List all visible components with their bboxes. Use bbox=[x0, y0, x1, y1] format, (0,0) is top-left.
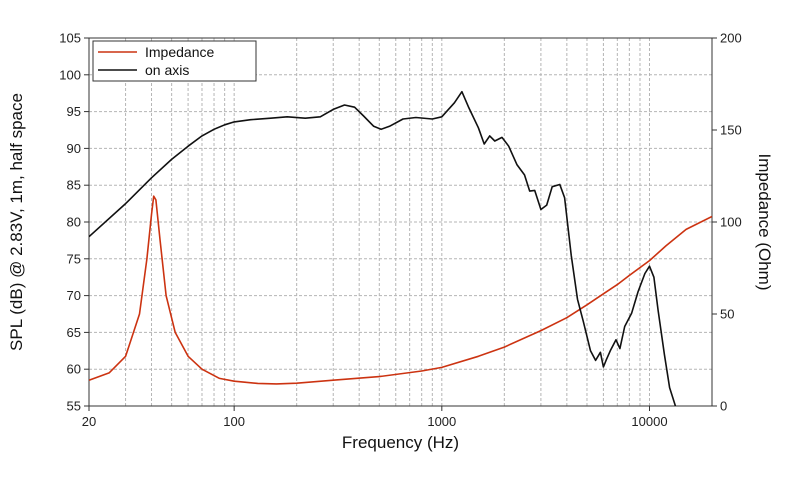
y2-tick-label: 0 bbox=[720, 399, 727, 414]
y-tick-label: 75 bbox=[67, 251, 81, 266]
y-tick-label: 80 bbox=[67, 215, 81, 230]
y-tick-label: 60 bbox=[67, 362, 81, 377]
y2-tick-label: 100 bbox=[720, 215, 742, 230]
y-tick-label: 55 bbox=[67, 399, 81, 414]
y-tick-label: 70 bbox=[67, 288, 81, 303]
legend-label-on-axis: on axis bbox=[145, 62, 189, 78]
y-tick-label: 85 bbox=[67, 178, 81, 193]
y2-tick-label: 150 bbox=[720, 123, 742, 138]
y-tick-label: 105 bbox=[59, 31, 81, 46]
series-line-1 bbox=[89, 90, 677, 406]
y2-axis-title: Impedance (Ohm) bbox=[755, 154, 774, 291]
legend-label-impedance: Impedance bbox=[145, 44, 214, 60]
x-tick-label: 20 bbox=[82, 414, 96, 429]
y-tick-label: 95 bbox=[67, 104, 81, 119]
y2-tick-label: 50 bbox=[720, 307, 734, 322]
x-tick-label: 1000 bbox=[427, 414, 456, 429]
x-tick-label: 10000 bbox=[631, 414, 667, 429]
axis-ticks: 20 100 1000 10000 55 60 65 70 75 80 85 90 95 100 105 0 5… bbox=[59, 31, 741, 430]
series-layer bbox=[89, 90, 712, 406]
legend: Impedance on axis bbox=[92, 40, 257, 82]
y-axis-title: SPL (dB) @ 2.83V, 1m, half space bbox=[7, 93, 26, 351]
series-line-0 bbox=[89, 195, 712, 385]
x-axis-title: Frequency (Hz) bbox=[342, 433, 459, 452]
y-tick-label: 90 bbox=[67, 141, 81, 156]
y-tick-label: 65 bbox=[67, 325, 81, 340]
y-tick-label: 100 bbox=[59, 67, 81, 82]
y2-tick-label: 200 bbox=[720, 31, 742, 46]
legend-box bbox=[92, 40, 257, 82]
x-tick-label: 100 bbox=[223, 414, 245, 429]
grid bbox=[88, 37, 713, 407]
